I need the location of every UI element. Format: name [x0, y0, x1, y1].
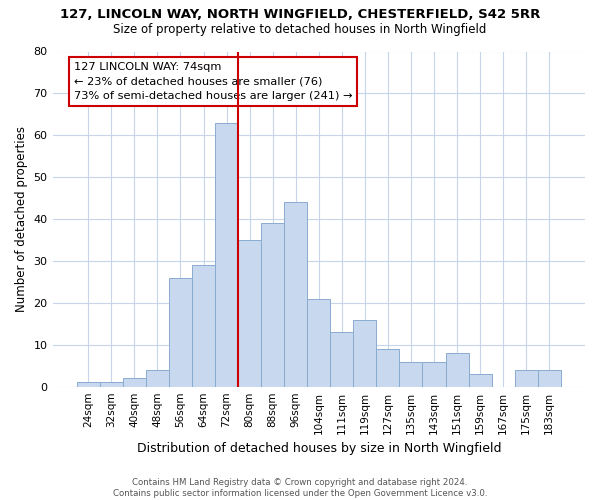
Bar	[515, 370, 538, 386]
Bar	[284, 202, 307, 386]
Bar	[215, 122, 238, 386]
Text: 127 LINCOLN WAY: 74sqm
← 23% of detached houses are smaller (76)
73% of semi-det: 127 LINCOLN WAY: 74sqm ← 23% of detached…	[74, 62, 352, 101]
Bar	[376, 349, 400, 387]
Bar	[307, 298, 330, 386]
Bar	[146, 370, 169, 386]
Bar	[192, 265, 215, 386]
Bar	[169, 278, 192, 386]
Bar	[77, 382, 100, 386]
Bar	[123, 378, 146, 386]
Text: Contains HM Land Registry data © Crown copyright and database right 2024.
Contai: Contains HM Land Registry data © Crown c…	[113, 478, 487, 498]
Bar	[238, 240, 261, 386]
Text: 127, LINCOLN WAY, NORTH WINGFIELD, CHESTERFIELD, S42 5RR: 127, LINCOLN WAY, NORTH WINGFIELD, CHEST…	[60, 8, 540, 20]
Bar	[400, 362, 422, 386]
Bar	[261, 224, 284, 386]
Bar	[330, 332, 353, 386]
Text: Size of property relative to detached houses in North Wingfield: Size of property relative to detached ho…	[113, 22, 487, 36]
Bar	[100, 382, 123, 386]
Bar	[469, 374, 491, 386]
Bar	[538, 370, 561, 386]
X-axis label: Distribution of detached houses by size in North Wingfield: Distribution of detached houses by size …	[137, 442, 501, 455]
Bar	[353, 320, 376, 386]
Bar	[422, 362, 446, 386]
Bar	[446, 353, 469, 386]
Y-axis label: Number of detached properties: Number of detached properties	[15, 126, 28, 312]
